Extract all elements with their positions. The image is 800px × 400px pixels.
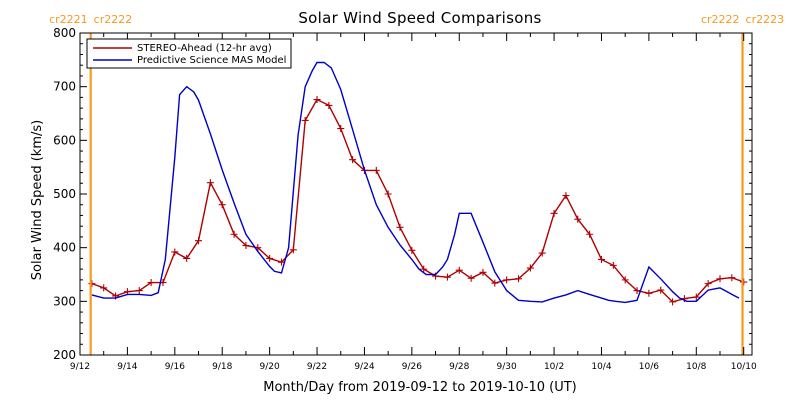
series-0-point <box>195 237 203 245</box>
series-0-point <box>597 255 605 263</box>
series-0-point <box>337 125 345 133</box>
y-tick-label: 700 <box>53 80 76 94</box>
series-0-point <box>645 289 653 297</box>
carrington-label-left: cr2222 <box>701 13 740 26</box>
series-0-point <box>491 279 499 287</box>
series-0-point <box>289 246 297 254</box>
series-0-point <box>716 275 724 283</box>
x-tick-label: 9/22 <box>307 362 327 372</box>
series-0-point <box>100 284 108 292</box>
x-tick-label: 9/30 <box>497 362 517 372</box>
series-0-point <box>550 209 558 217</box>
series-0-point <box>206 179 214 187</box>
legend-box <box>86 38 292 69</box>
series-0-point <box>479 268 487 276</box>
x-tick-label: 9/26 <box>402 362 422 372</box>
y-tick-label: 300 <box>53 294 76 308</box>
x-tick-label: 10/6 <box>639 362 659 372</box>
x-tick-label: 9/24 <box>354 362 374 372</box>
carrington-label-left: cr2221 <box>49 13 88 26</box>
x-axis-label: Month/Day from 2019-09-12 to 2019-10-10 … <box>263 380 576 395</box>
series-0-point <box>633 287 641 295</box>
legend-label-stereo: STEREO-Ahead (12-hr avg) <box>137 43 272 54</box>
plot-frame <box>79 32 753 356</box>
series-0-point <box>218 201 226 209</box>
series-0-point <box>384 190 392 198</box>
series-0-point <box>420 265 428 273</box>
series-0-point <box>443 273 451 281</box>
series-0-point <box>313 96 321 104</box>
series-line-1 <box>91 61 740 304</box>
series-0-point <box>728 274 736 282</box>
x-tick-label: 9/20 <box>260 362 280 372</box>
series-0-point <box>538 249 546 257</box>
legend: STEREO-Ahead (12-hr avg) Predictive Scie… <box>86 38 292 69</box>
series-0-point <box>503 276 511 284</box>
y-tick-label: 200 <box>53 348 76 362</box>
y-axis-label: Solar Wind Speed (km/s) <box>30 120 45 280</box>
series-0-point <box>621 276 629 284</box>
x-tick-label: 10/10 <box>731 362 757 372</box>
series-0-point <box>88 280 96 288</box>
series-0-point <box>526 264 534 272</box>
x-tick-label: 9/16 <box>165 362 185 372</box>
plot-area: cr2221 cr2222 cr2222 cr2223 200 300 400 500 600 7… <box>49 13 784 372</box>
y-tick-label: 500 <box>53 187 76 201</box>
y-tick-label: 600 <box>53 133 76 147</box>
chart-title: Solar Wind Speed Comparisons <box>298 9 541 27</box>
legend-label-mas: Predictive Science MAS Model <box>137 55 286 66</box>
carrington-label-right: cr2222 <box>94 13 133 26</box>
series-0-point <box>704 280 712 288</box>
series-0-point <box>135 287 143 295</box>
x-tick-label: 10/2 <box>544 362 564 372</box>
x-tick-label: 10/8 <box>686 362 706 372</box>
y-tick-label: 800 <box>53 26 76 40</box>
series-0-point <box>372 166 380 174</box>
series-0-point <box>242 242 250 250</box>
series-0-point <box>396 223 404 231</box>
series-0-point <box>349 156 357 164</box>
x-tick-label: 9/18 <box>212 362 232 372</box>
series-0-point <box>266 254 274 262</box>
series-0-point <box>455 266 463 274</box>
carrington-label-right: cr2223 <box>746 13 785 26</box>
series-0-point <box>301 116 309 124</box>
series-0-point <box>586 230 594 238</box>
series-0-point <box>147 279 155 287</box>
series-0-point <box>467 274 475 282</box>
series-0-point <box>609 261 617 269</box>
x-tick-label: 9/14 <box>117 362 137 372</box>
x-tick-label: 9/28 <box>449 362 469 372</box>
series-0-point <box>230 230 238 238</box>
series-0-point <box>408 246 416 254</box>
series-0-point <box>669 298 677 306</box>
series-0-point <box>325 101 333 109</box>
series-0-point <box>562 192 570 200</box>
series-0-point <box>183 254 191 262</box>
series-0-point <box>740 278 748 286</box>
x-tick-label: 10/4 <box>591 362 611 372</box>
series-line-0 <box>91 98 744 303</box>
x-tick-label: 9/12 <box>70 362 90 372</box>
y-tick-label: 400 <box>53 241 76 255</box>
series-0-point <box>515 275 523 283</box>
series-0-point <box>574 215 582 223</box>
series-0-point <box>171 248 179 256</box>
series-0-point <box>692 293 700 301</box>
series-0-point <box>657 286 665 294</box>
